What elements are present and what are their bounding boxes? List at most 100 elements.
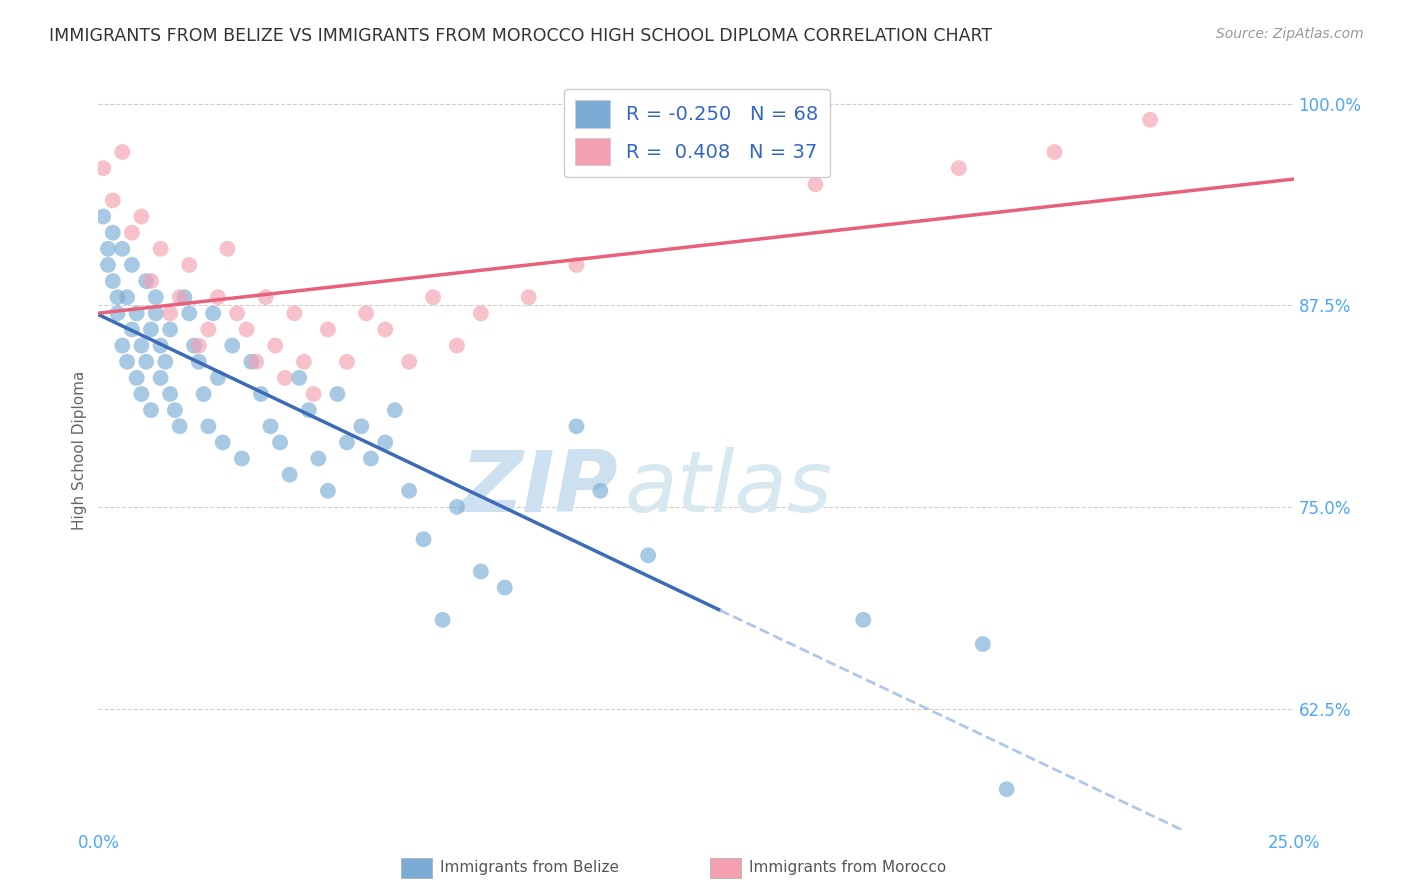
Point: [125, 371, 148, 385]
Point: [169, 290, 191, 304]
Text: Source: ZipAtlas.com: Source: ZipAtlas.com: [1216, 27, 1364, 41]
Point: [360, 451, 382, 466]
Point: [470, 306, 492, 320]
Point: [121, 226, 143, 240]
Point: [374, 435, 396, 450]
Point: [115, 355, 138, 369]
Point: [139, 274, 162, 288]
Point: [259, 419, 281, 434]
Point: [91, 161, 114, 176]
Point: [121, 258, 143, 272]
Point: [852, 613, 875, 627]
Legend: R = -0.250   N = 68, R =  0.408   N = 37: R = -0.250 N = 68, R = 0.408 N = 37: [564, 88, 830, 177]
Point: [111, 338, 134, 352]
Point: [179, 258, 201, 272]
Point: [193, 387, 215, 401]
Point: [169, 419, 191, 434]
Point: [91, 210, 114, 224]
Point: [125, 306, 148, 320]
Point: [135, 355, 157, 369]
Text: Immigrants from Belize: Immigrants from Belize: [440, 861, 619, 875]
Point: [107, 306, 129, 320]
Point: [173, 290, 195, 304]
Point: [292, 355, 315, 369]
Point: [316, 483, 339, 498]
Point: [565, 258, 588, 272]
Point: [374, 322, 396, 336]
Point: [97, 242, 120, 256]
Text: Immigrants from Morocco: Immigrants from Morocco: [749, 861, 946, 875]
Point: [211, 435, 233, 450]
Point: [326, 387, 349, 401]
Point: [470, 565, 492, 579]
Point: [240, 355, 263, 369]
Point: [1043, 145, 1066, 159]
Point: [145, 306, 167, 320]
Point: [121, 322, 143, 336]
Point: [412, 532, 434, 546]
Point: [231, 451, 253, 466]
Point: [494, 581, 516, 595]
Text: ZIP: ZIP: [461, 447, 619, 530]
Point: [217, 242, 239, 256]
Point: [298, 403, 321, 417]
Point: [264, 338, 287, 352]
Point: [269, 435, 291, 450]
Point: [336, 435, 359, 450]
Point: [302, 387, 325, 401]
Point: [145, 290, 167, 304]
Point: [972, 637, 994, 651]
Point: [446, 338, 468, 352]
Point: [139, 403, 162, 417]
Point: [336, 355, 359, 369]
Point: [432, 613, 454, 627]
Point: [637, 549, 659, 563]
Point: [115, 290, 138, 304]
Point: [197, 322, 219, 336]
Point: [107, 290, 129, 304]
Point: [804, 178, 827, 192]
Point: [398, 483, 420, 498]
Point: [948, 161, 970, 176]
Point: [278, 467, 301, 482]
Point: [183, 338, 205, 352]
Point: [187, 338, 209, 352]
Point: [139, 322, 162, 336]
Point: [187, 355, 209, 369]
Point: [131, 338, 153, 352]
Point: [149, 242, 172, 256]
Text: atlas: atlas: [624, 447, 832, 530]
Point: [202, 306, 225, 320]
Point: [422, 290, 444, 304]
Point: [307, 451, 329, 466]
Point: [155, 355, 177, 369]
Point: [446, 500, 468, 514]
Point: [250, 387, 273, 401]
Text: IMMIGRANTS FROM BELIZE VS IMMIGRANTS FROM MOROCCO HIGH SCHOOL DIPLOMA CORRELATIO: IMMIGRANTS FROM BELIZE VS IMMIGRANTS FRO…: [49, 27, 993, 45]
Point: [149, 338, 172, 352]
Point: [179, 306, 201, 320]
Point: [565, 419, 588, 434]
Point: [207, 290, 229, 304]
Point: [207, 371, 229, 385]
Point: [131, 210, 153, 224]
Point: [131, 387, 153, 401]
Point: [254, 290, 277, 304]
Point: [221, 338, 243, 352]
Point: [111, 242, 134, 256]
Point: [517, 290, 540, 304]
Point: [350, 419, 373, 434]
Point: [384, 403, 406, 417]
Point: [1139, 112, 1161, 127]
Point: [149, 371, 172, 385]
Point: [101, 194, 124, 208]
Point: [235, 322, 257, 336]
Point: [135, 274, 157, 288]
Point: [245, 355, 267, 369]
Point: [589, 483, 612, 498]
Point: [398, 355, 420, 369]
Point: [159, 306, 181, 320]
Point: [283, 306, 305, 320]
Point: [163, 403, 186, 417]
Point: [101, 274, 124, 288]
